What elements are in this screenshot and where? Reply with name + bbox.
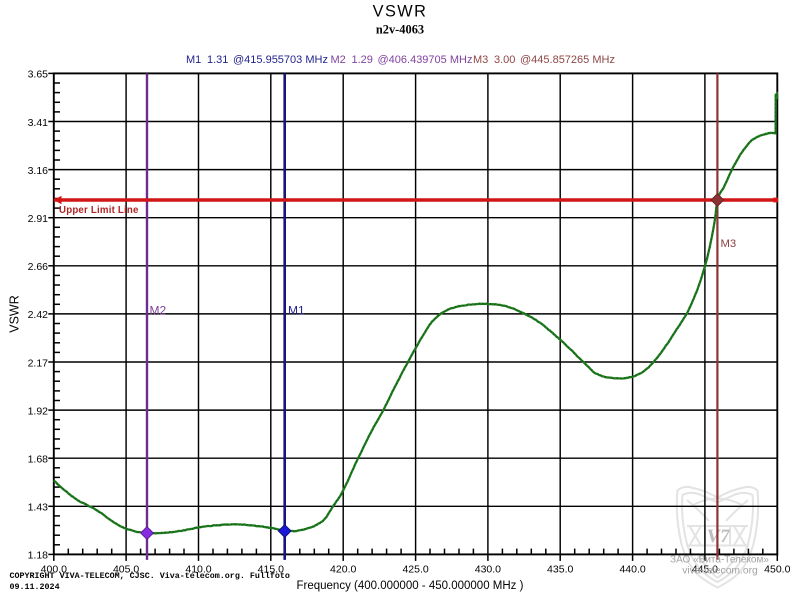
svg-text:415.0: 415.0 [258,564,284,576]
svg-text:450.0: 450.0 [764,564,790,576]
svg-text:M1: M1 [288,304,305,318]
svg-text:VSWR: VSWR [373,3,428,21]
svg-text:M33.00@445.857265 MHz: M3 3.00 @445.857265 MHz [473,54,615,66]
svg-text:n2v-4063: n2v-4063 [376,23,424,37]
svg-text:3.16: 3.16 [28,165,49,177]
svg-text:410.0: 410.0 [185,564,211,576]
svg-text:COPYRIGHT VIVA-TELECOM, CJSC.: COPYRIGHT VIVA-TELECOM, CJSC. Viva-telec… [10,571,290,581]
svg-text:Frequency (400.000000 - 450.00: Frequency (400.000000 - 450.000000 MHz ) [297,580,524,592]
svg-text:420.0: 420.0 [330,564,356,576]
svg-text:2.42: 2.42 [28,309,49,321]
svg-text:3.65: 3.65 [28,69,49,81]
svg-text:3.41: 3.41 [28,117,49,129]
svg-text:405.0: 405.0 [113,564,139,576]
svg-text:ЗАО «Вита-Телеком»: ЗАО «Вита-Телеком» [670,555,769,566]
svg-text:400.0: 400.0 [41,564,67,576]
svg-text:1.18: 1.18 [28,550,49,562]
svg-text:M3: M3 [721,238,737,250]
svg-text:M21.29@406.439705 MHz: M2 1.29 @406.439705 MHz [331,54,473,66]
svg-text:430.0: 430.0 [475,564,501,576]
svg-text:M11.31@415.955703 MHz: M1 1.31 @415.955703 MHz [186,54,328,66]
svg-text:M2: M2 [150,304,167,318]
svg-text:2.66: 2.66 [28,261,49,273]
svg-text:425.0: 425.0 [402,564,428,576]
svg-text:435.0: 435.0 [547,564,573,576]
svg-text:440.0: 440.0 [619,564,645,576]
svg-text:2.17: 2.17 [28,357,49,369]
svg-text:viva-telecom.org: viva-telecom.org [682,566,758,577]
svg-text:Upper Limit Line: Upper Limit Line [59,205,139,216]
svg-text:445.0: 445.0 [692,564,718,576]
svg-text:2.91: 2.91 [28,213,49,225]
svg-text:1.68: 1.68 [28,454,49,466]
svg-text:1.43: 1.43 [28,502,49,514]
svg-text:1.92: 1.92 [28,405,49,417]
svg-text:09.11.2024: 09.11.2024 [10,582,60,592]
svg-text:VSWR: VSWR [8,295,22,333]
